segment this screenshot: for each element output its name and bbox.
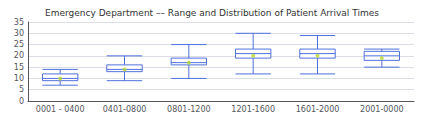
svg-text:0401-0800: 0401-0800: [103, 105, 147, 114]
svg-text:0001 - 0400: 0001 - 0400: [36, 105, 85, 114]
svg-text:0: 0: [19, 97, 24, 106]
svg-text:1601-2000: 1601-2000: [296, 105, 340, 114]
svg-text:Emergency Department –– Range: Emergency Department –– Range and Distri…: [45, 8, 379, 18]
svg-text:0801-1200: 0801-1200: [167, 105, 211, 114]
svg-text:35: 35: [14, 18, 24, 27]
svg-text:30: 30: [14, 29, 24, 38]
svg-text:20: 20: [14, 51, 24, 60]
svg-text:10: 10: [14, 74, 24, 83]
svg-text:5: 5: [19, 85, 24, 94]
svg-text:15: 15: [14, 63, 24, 72]
svg-text:25: 25: [14, 40, 24, 49]
svg-text:1201-1600: 1201-1600: [231, 105, 275, 114]
svg-text:2001-0000: 2001-0000: [360, 105, 404, 114]
